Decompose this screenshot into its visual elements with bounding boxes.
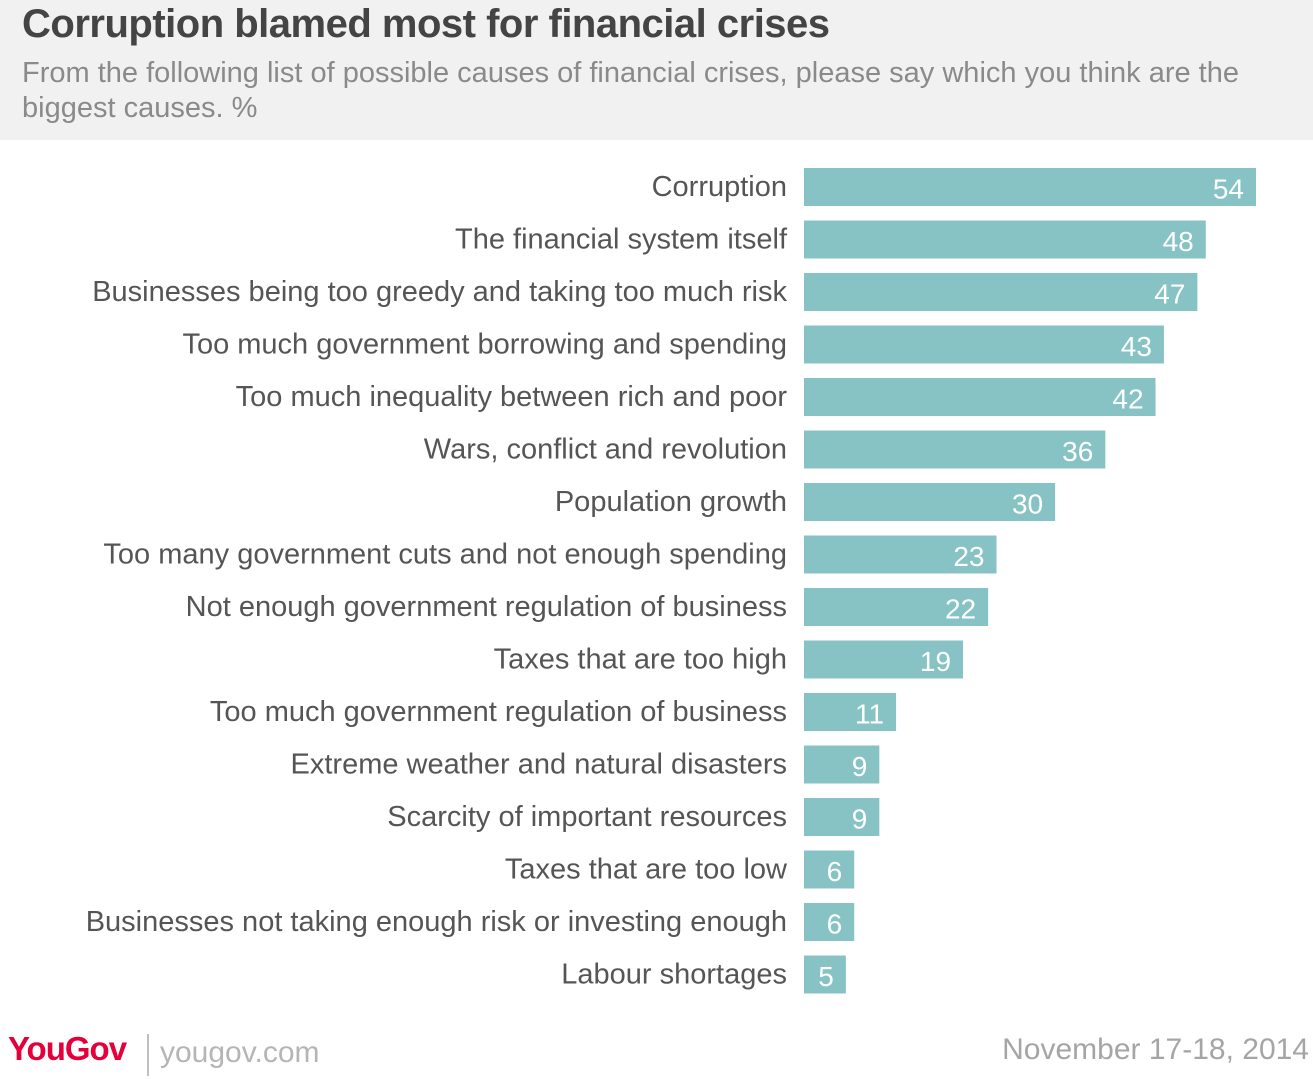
bar-row: Not enough government regulation of busi… [186, 588, 989, 626]
yougov-logo: YouGov [8, 1030, 127, 1067]
bar [804, 850, 855, 889]
bar [804, 640, 964, 679]
value-label: 9 [852, 804, 868, 835]
category-label: Population growth [555, 486, 787, 518]
bar-row: Too much inequality between rich and poo… [236, 378, 1156, 416]
bar-row: Too much government borrowing and spendi… [182, 325, 1164, 364]
category-label: Corruption [652, 171, 787, 203]
value-label: 5 [818, 961, 834, 992]
footer-date: November 17-18, 2014 [1002, 1033, 1309, 1066]
category-label: Labour shortages [561, 959, 787, 991]
value-label: 23 [953, 541, 984, 572]
value-label: 54 [1213, 174, 1244, 205]
bar-row: Taxes that are too high 19 [494, 640, 964, 679]
bar-row: Corruption 54 [652, 168, 1256, 206]
footer-divider [147, 1034, 149, 1076]
chart-subtitle: From the following list of possible caus… [22, 57, 1239, 124]
bar-chart: Corruption 54 The financial system itself 4… [86, 168, 1256, 994]
value-label: 43 [1121, 331, 1152, 362]
value-label: 9 [852, 751, 868, 782]
bar [804, 535, 997, 574]
bar [804, 273, 1198, 311]
footer-url: yougov.com [160, 1036, 320, 1069]
category-label: Too many government cuts and not enough … [103, 539, 787, 571]
value-label: 47 [1154, 279, 1185, 310]
bar [804, 903, 855, 941]
category-label: Wars, conflict and revolution [424, 434, 787, 466]
value-label: 11 [855, 699, 884, 730]
category-label: Extreme weather and natural disasters [291, 749, 787, 781]
category-label: The financial system itself [455, 224, 788, 256]
category-label: Businesses being too greedy and taking t… [92, 276, 787, 308]
category-label: Scarcity of important resources [387, 801, 787, 833]
bar [804, 693, 897, 731]
bar [804, 325, 1164, 364]
chart-header: Corruption blamed most for financial cri… [0, 0, 1313, 140]
bar-row: Wars, conflict and revolution 36 [424, 430, 1106, 469]
value-label: 30 [1012, 489, 1043, 520]
value-label: 48 [1163, 226, 1194, 257]
bar-row: Businesses being too greedy and taking t… [92, 273, 1198, 311]
bar-row: Extreme weather and natural disasters 9 [291, 745, 880, 784]
bar [804, 745, 880, 784]
bar [804, 430, 1106, 469]
value-label: 19 [920, 646, 951, 677]
category-label: Taxes that are too low [505, 854, 788, 886]
bar [804, 378, 1156, 416]
bar-row: Population growth 30 [555, 483, 1056, 521]
bar-row: Too much government regulation of busine… [210, 693, 897, 731]
bar [804, 798, 880, 836]
chart-title: Corruption blamed most for financial cri… [22, 2, 830, 46]
value-label: 6 [827, 909, 843, 940]
bar-row: Scarcity of important resources 9 [387, 798, 880, 836]
bar-row: Too many government cuts and not enough … [103, 535, 997, 574]
bar [804, 483, 1056, 521]
value-label: 22 [945, 594, 976, 625]
category-label: Businesses not taking enough risk or inv… [86, 906, 787, 938]
category-label: Too much government borrowing and spendi… [182, 329, 787, 361]
bar-row: The financial system itself 48 [455, 220, 1206, 259]
bar-row: Taxes that are too low 6 [505, 850, 855, 889]
category-label: Too much government regulation of busine… [210, 696, 787, 728]
bar [804, 220, 1206, 259]
bar [804, 588, 989, 626]
bar-row: Businesses not taking enough risk or inv… [86, 903, 855, 941]
value-label: 36 [1062, 436, 1093, 467]
category-label: Not enough government regulation of busi… [186, 591, 787, 623]
category-label: Taxes that are too high [494, 644, 787, 676]
bar [804, 955, 846, 994]
bar-row: Labour shortages 5 [561, 955, 846, 994]
bar [804, 168, 1256, 206]
value-label: 6 [827, 856, 843, 887]
value-label: 42 [1112, 384, 1143, 415]
category-label: Too much inequality between rich and poo… [236, 381, 788, 413]
